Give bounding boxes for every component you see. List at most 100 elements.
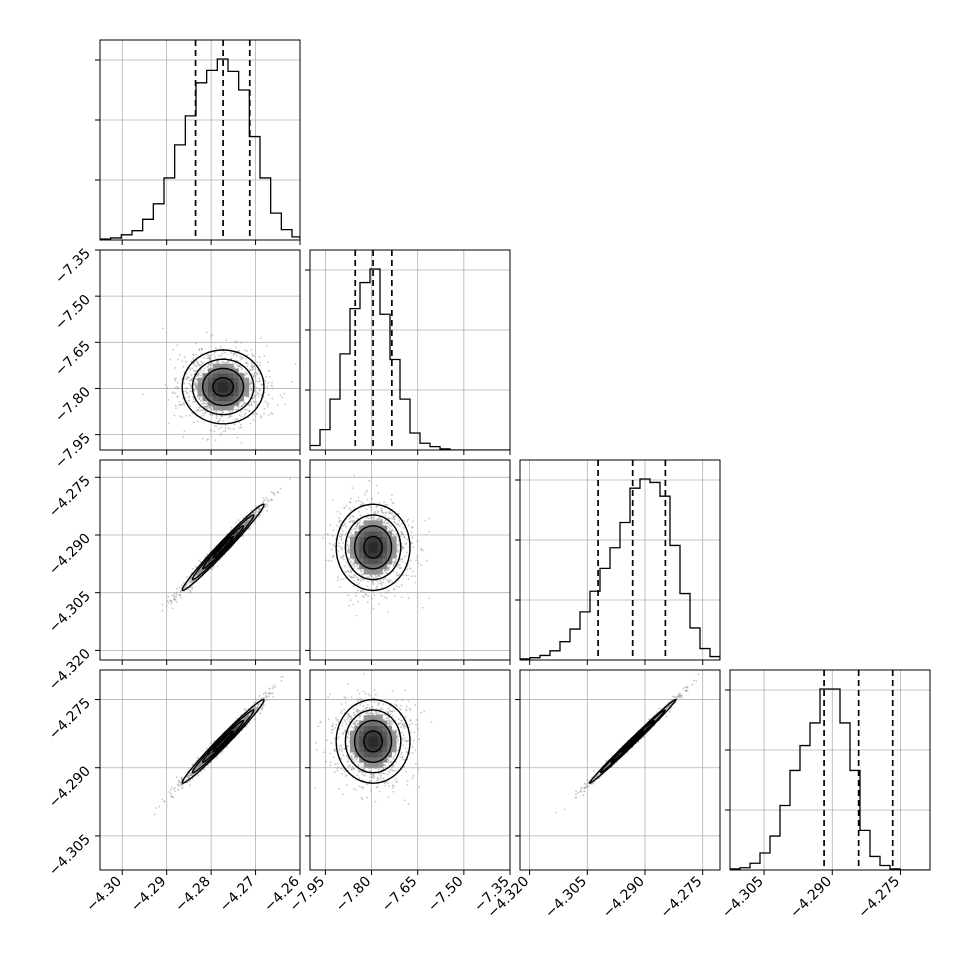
sample-point — [267, 370, 270, 372]
sample-point — [379, 579, 381, 582]
sample-point — [392, 570, 395, 573]
sample-point — [186, 576, 189, 578]
sample-point — [238, 414, 241, 416]
sample-point — [230, 352, 233, 355]
sample-point — [353, 564, 355, 567]
sample-point — [348, 574, 351, 577]
sample-point — [362, 572, 364, 575]
axes-frame — [99, 459, 301, 661]
sample-point — [192, 357, 194, 360]
sample-point — [257, 511, 260, 513]
sample-point — [255, 372, 258, 374]
sample-point — [391, 517, 393, 520]
contour-level-0 — [363, 535, 383, 559]
sample-point — [192, 401, 194, 403]
density-cell — [212, 400, 219, 406]
sample-point — [363, 591, 365, 594]
sample-point — [200, 771, 202, 773]
sample-point — [177, 396, 179, 398]
density-cell — [363, 520, 369, 527]
y-tick-label: −4.290 — [46, 531, 94, 579]
sample-point — [210, 742, 213, 744]
sample-point — [174, 790, 177, 793]
contour-level-0 — [212, 535, 234, 559]
density-cell — [223, 373, 229, 379]
histogram-panel-3: −4.305 −4.290 −4.275 — [719, 669, 931, 922]
sample-point — [197, 363, 200, 366]
sample-point — [395, 571, 398, 574]
sample-point — [367, 580, 369, 583]
sample-point — [209, 413, 211, 416]
density-cell — [228, 396, 234, 402]
density-cell — [233, 377, 239, 383]
y-tick-label: −7.35 — [52, 246, 94, 288]
sample-point — [331, 499, 334, 502]
sample-point — [189, 384, 192, 386]
density-cell — [354, 536, 360, 543]
density-cell — [386, 531, 392, 537]
sample-point — [238, 365, 241, 368]
sample-point — [416, 596, 419, 599]
sample-point — [253, 401, 256, 404]
sample-point — [349, 520, 351, 523]
sample-point — [246, 354, 249, 357]
sample-point — [237, 408, 240, 410]
density-cell — [207, 373, 214, 379]
sample-point — [189, 367, 191, 370]
sample-point — [223, 430, 225, 433]
sample-point — [372, 591, 375, 593]
histogram-panel-2 — [515, 459, 721, 665]
sample-point — [384, 596, 386, 599]
sample-point — [270, 491, 273, 493]
sample-point — [376, 518, 379, 521]
sample-point — [425, 533, 427, 536]
sample-point — [183, 401, 185, 404]
sample-point — [219, 417, 222, 420]
sample-point — [353, 474, 355, 477]
panel-content — [142, 327, 297, 444]
sample-point — [256, 380, 258, 383]
sample-point — [353, 507, 356, 510]
sample-point — [373, 518, 375, 520]
x-tick-label: −4.290 — [787, 874, 835, 922]
sample-point — [194, 565, 197, 568]
sample-point — [407, 518, 409, 521]
sample-point — [338, 542, 340, 545]
sample-point — [371, 580, 374, 582]
x-tick-label: −4.305 — [719, 874, 767, 922]
sample-point — [253, 373, 256, 375]
sample-point — [173, 595, 176, 598]
density-cell — [359, 541, 365, 548]
sample-point — [376, 585, 378, 588]
sample-point — [220, 426, 223, 429]
sample-point — [338, 521, 340, 523]
sample-point — [378, 603, 381, 605]
density-cell — [243, 382, 250, 388]
sample-point — [207, 438, 210, 441]
sample-point — [268, 687, 271, 690]
sample-point — [191, 588, 194, 590]
sample-point — [356, 517, 359, 520]
density-cell — [207, 400, 214, 406]
sample-point — [174, 387, 177, 389]
sample-point — [195, 353, 197, 356]
sample-point — [347, 548, 350, 550]
sample-point — [349, 599, 352, 601]
sample-point — [365, 508, 368, 511]
sample-point — [254, 368, 257, 371]
sample-point — [179, 591, 182, 594]
sample-point — [208, 363, 210, 366]
sample-point — [407, 578, 410, 580]
density-cell — [218, 405, 224, 411]
sample-point — [252, 419, 255, 421]
sample-point — [380, 510, 383, 513]
density-cell — [243, 520, 250, 527]
sample-point — [352, 603, 355, 606]
contour-level-0 — [212, 377, 234, 397]
sample-point — [263, 408, 266, 410]
sample-point — [169, 358, 172, 361]
sample-point — [186, 582, 189, 585]
sample-point — [247, 396, 250, 398]
density-cell — [207, 377, 214, 383]
histogram-step — [100, 58, 300, 240]
